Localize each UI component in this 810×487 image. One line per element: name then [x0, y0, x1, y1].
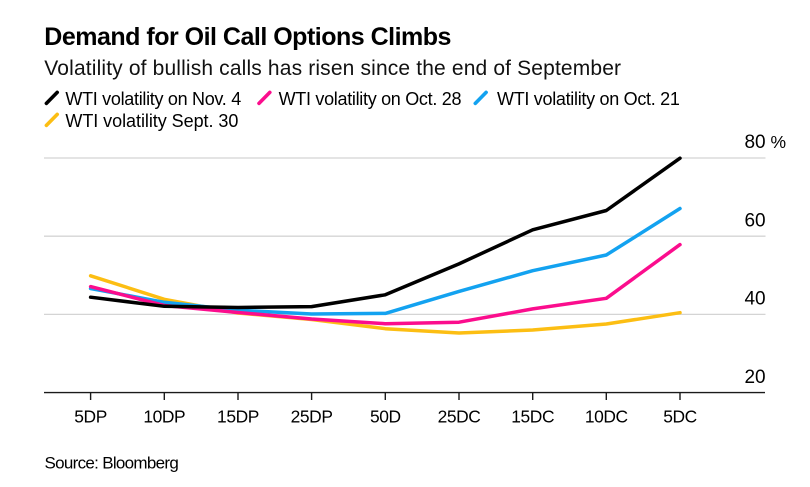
svg-text:80: 80	[744, 132, 765, 153]
svg-text:WTI volatility Sept. 30: WTI volatility Sept. 30	[65, 111, 238, 131]
svg-text:15DC: 15DC	[511, 407, 554, 427]
svg-text:WTI volatility on Oct. 28: WTI volatility on Oct. 28	[279, 89, 462, 109]
svg-text:10DC: 10DC	[585, 407, 628, 427]
svg-text:%: %	[766, 132, 786, 152]
svg-text:5DC: 5DC	[663, 407, 697, 427]
svg-text:10DP: 10DP	[143, 407, 185, 427]
svg-text:WTI volatility on Oct. 21: WTI volatility on Oct. 21	[497, 89, 680, 109]
svg-text:25DP: 25DP	[291, 407, 333, 427]
svg-text:15DP: 15DP	[217, 407, 259, 427]
svg-text:Source: Bloomberg: Source: Bloomberg	[45, 453, 179, 472]
svg-text:Volatility of bullish calls ha: Volatility of bullish calls has risen si…	[44, 57, 621, 80]
svg-text:20: 20	[744, 367, 765, 388]
svg-text:25DC: 25DC	[438, 407, 481, 427]
svg-text:5DP: 5DP	[74, 407, 107, 427]
svg-text:40: 40	[744, 288, 765, 309]
svg-text:60: 60	[744, 211, 765, 232]
svg-text:WTI volatility on Nov. 4: WTI volatility on Nov. 4	[65, 89, 241, 109]
svg-text:Demand for Oil Call Options Cl: Demand for Oil Call Options Climbs	[44, 23, 451, 51]
svg-text:50D: 50D	[370, 407, 401, 427]
